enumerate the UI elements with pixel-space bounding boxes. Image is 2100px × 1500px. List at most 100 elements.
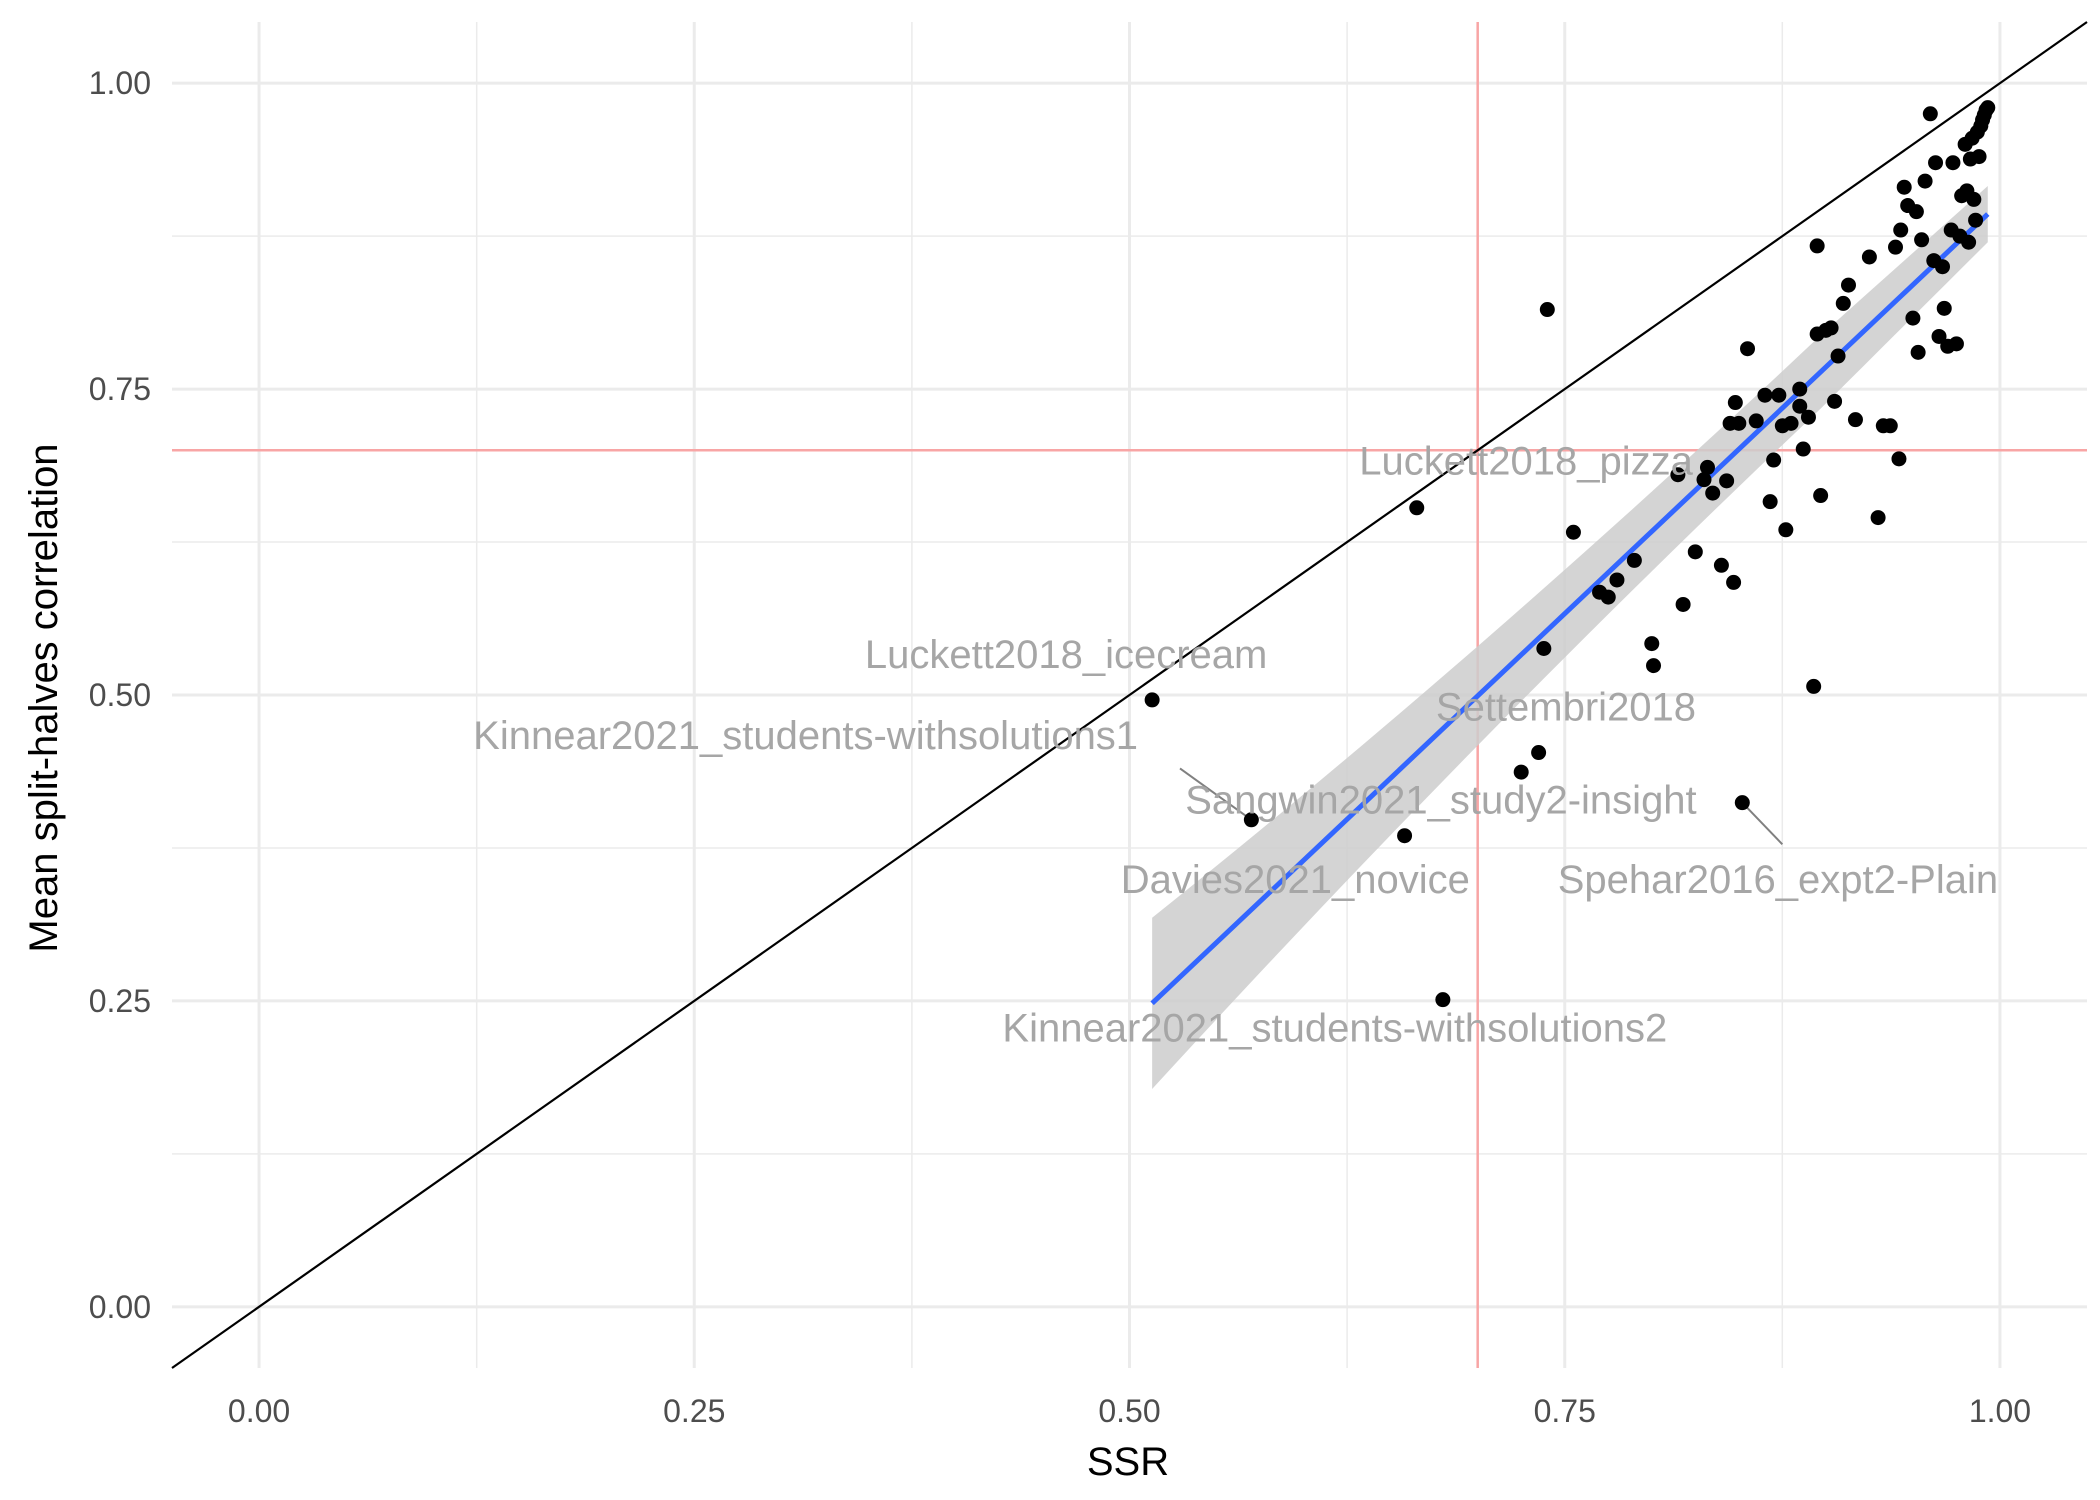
data-point <box>1600 589 1616 605</box>
data-point <box>1243 812 1259 828</box>
data-point <box>1397 828 1413 844</box>
identity-line-path <box>171 21 2088 1369</box>
data-points <box>1144 100 1996 1008</box>
y-axis-ticks: 0.00 0.25 0.50 0.75 1.00 <box>89 65 151 1325</box>
data-point <box>1670 467 1686 483</box>
data-point <box>1968 212 1984 228</box>
data-point <box>1830 348 1846 364</box>
annotation-label: Kinnear2021_students-withsolutions2 <box>1002 1006 1667 1050</box>
data-point <box>1914 232 1930 248</box>
x-tick-label: 0.50 <box>1098 1393 1160 1429</box>
data-point <box>1945 155 1961 171</box>
data-point <box>1835 295 1851 311</box>
confidence-band <box>1152 185 1988 1090</box>
data-point <box>1748 413 1764 429</box>
data-point <box>1740 341 1756 357</box>
data-point <box>1888 239 1903 255</box>
data-point <box>1513 764 1529 780</box>
data-point <box>1908 204 1924 220</box>
data-point <box>1536 641 1552 657</box>
x-tick-label: 1.00 <box>1969 1393 2031 1429</box>
data-point <box>1719 473 1735 489</box>
data-point <box>1409 500 1425 516</box>
annotation-label: Davies2021_novice <box>1121 858 1470 902</box>
data-point <box>1646 658 1662 674</box>
data-point <box>1565 524 1581 540</box>
x-axis-ticks: 0.00 0.25 0.50 0.75 1.00 <box>228 1393 2031 1429</box>
y-tick-label: 0.25 <box>89 983 151 1019</box>
data-point <box>1896 179 1912 195</box>
data-point <box>1882 418 1898 434</box>
annotation-segment <box>1741 801 1784 845</box>
data-point <box>1800 409 1816 425</box>
y-tick-label: 1.00 <box>89 65 151 101</box>
data-point <box>1731 415 1747 431</box>
data-point <box>1727 395 1743 411</box>
data-point <box>1905 310 1921 326</box>
data-point <box>1910 344 1926 360</box>
annotation-label: Luckett2018_icecream <box>865 633 1267 677</box>
data-point <box>1539 302 1555 318</box>
data-point <box>1795 441 1811 457</box>
data-point <box>1922 106 1938 122</box>
data-point <box>1675 596 1691 612</box>
data-point <box>1966 191 1982 207</box>
fit-line-path <box>1150 212 1990 1006</box>
fit-line <box>1150 212 1990 1006</box>
data-point <box>1891 451 1907 467</box>
data-point <box>1936 300 1952 316</box>
data-point <box>1762 494 1778 510</box>
data-point <box>1705 485 1721 501</box>
annotation-label: Spehar2016_expt2-Plain <box>1558 858 1998 902</box>
data-point <box>1893 222 1909 238</box>
data-point <box>1809 238 1825 254</box>
y-tick-label: 0.00 <box>89 1289 151 1325</box>
data-point <box>1935 259 1951 275</box>
data-point <box>1840 277 1856 293</box>
data-point <box>1792 381 1808 397</box>
identity-line <box>171 21 2088 1369</box>
data-point <box>1931 328 1947 344</box>
annotation-label: Sangwin2021_study2-insight <box>1185 779 1696 823</box>
data-point <box>1435 992 1451 1008</box>
data-point <box>1626 552 1642 568</box>
data-point <box>1792 398 1808 414</box>
data-point <box>1699 459 1715 475</box>
data-point <box>1757 387 1773 403</box>
annotation-label: Settembri2018 <box>1436 686 1696 730</box>
data-point <box>1980 100 1996 116</box>
data-point <box>1609 572 1625 588</box>
y-tick-label: 0.75 <box>89 371 151 407</box>
data-point <box>1948 336 1964 352</box>
data-point <box>1827 393 1843 409</box>
data-point <box>1531 745 1547 761</box>
grid-lines <box>172 22 2087 1368</box>
data-point <box>1771 387 1787 403</box>
data-point <box>1726 574 1742 590</box>
annotation-label: Kinnear2021_students-withsolutions1 <box>473 714 1138 758</box>
data-point <box>1861 249 1877 265</box>
data-point <box>1847 412 1863 428</box>
data-point <box>1870 510 1886 526</box>
annotation-segments <box>1179 767 1784 845</box>
data-point <box>1813 488 1829 504</box>
data-point <box>1783 415 1799 431</box>
data-point <box>1823 320 1839 336</box>
data-point <box>1644 636 1660 652</box>
annotation-labels: Luckett2018_pizza Luckett2018_icecream Kin… <box>473 440 1998 1051</box>
x-tick-label: 0.75 <box>1534 1393 1596 1429</box>
data-point <box>1713 557 1729 573</box>
data-point <box>1696 472 1712 488</box>
y-tick-label: 0.50 <box>89 677 151 713</box>
data-point <box>1687 544 1703 560</box>
data-point <box>1766 452 1782 468</box>
x-tick-label: 0.00 <box>228 1393 290 1429</box>
data-point <box>1971 149 1987 165</box>
x-axis-title: SSR <box>1087 1440 1169 1484</box>
data-point <box>1778 522 1794 538</box>
data-point <box>1928 155 1944 171</box>
data-point <box>1734 795 1750 811</box>
data-point <box>1144 692 1160 708</box>
annotation-segment <box>1179 767 1252 821</box>
